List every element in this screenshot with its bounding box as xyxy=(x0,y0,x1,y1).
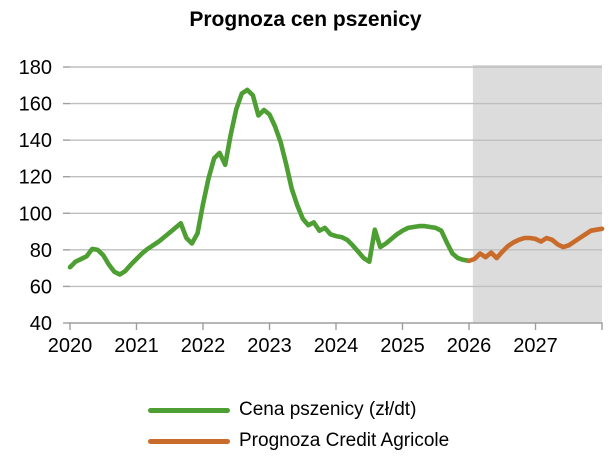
y-axis-label: 60 xyxy=(30,276,52,298)
y-axis-label: 160 xyxy=(19,94,52,116)
forecast-shaded-region xyxy=(472,65,602,323)
chart-legend: Cena pszenicy (zł/dt) Prognoza Credit Ag… xyxy=(148,398,449,453)
legend-item-forecast: Prognoza Credit Agricole xyxy=(148,429,449,453)
x-axis-label: 2026 xyxy=(447,335,492,357)
price-line-history xyxy=(67,87,472,277)
y-axis-label: 40 xyxy=(30,313,52,335)
x-axis-label: 2024 xyxy=(314,335,359,357)
x-axis-label: 2022 xyxy=(181,335,226,357)
y-axis-label: 120 xyxy=(19,167,52,189)
price-chart: 40 60 80 100 120 140 160 180 2020 2021 2022 2023 202… xyxy=(19,57,605,357)
x-axis-label: 2027 xyxy=(513,335,558,357)
x-axis-label: 2023 xyxy=(247,335,292,357)
x-axis-label: 2025 xyxy=(380,335,425,357)
price-line-forecast xyxy=(466,226,605,264)
y-axis-label: 140 xyxy=(19,130,52,152)
x-axis-label: 2021 xyxy=(114,335,159,357)
legend-item-history: Cena pszenicy (zł/dt) xyxy=(148,398,449,422)
legend-swatch-green-line xyxy=(148,407,230,413)
legend-label-history: Cena pszenicy (zł/dt) xyxy=(239,399,417,420)
y-axis-label: 180 xyxy=(19,57,52,79)
legend-label-forecast: Prognoza Credit Agricole xyxy=(239,430,450,451)
y-axis-label: 100 xyxy=(19,203,52,225)
x-axis-label: 2020 xyxy=(48,335,93,357)
y-axis-label: 80 xyxy=(30,240,52,262)
legend-swatch-orange-line xyxy=(148,438,230,444)
chart-title: Prognoza cen pszenicy xyxy=(189,8,422,31)
